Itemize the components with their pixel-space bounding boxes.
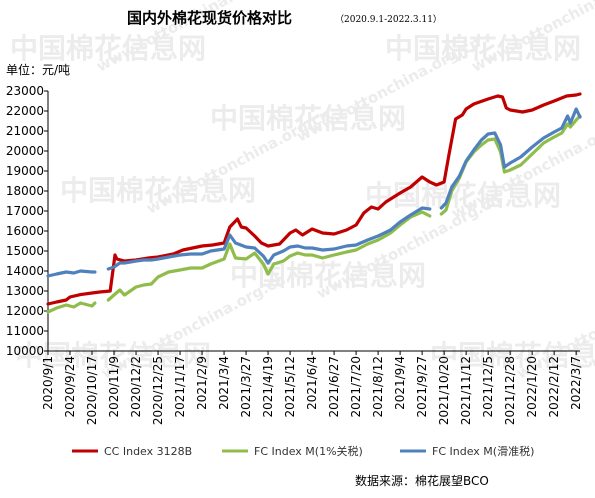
series-layer [46, 92, 582, 314]
watermark-brand: 中国棉花信息网 [210, 102, 406, 135]
x-tick-label: 2020/11/9 [107, 356, 121, 418]
x-tick-label: 2021/1/17 [173, 356, 187, 418]
legend-label: CC Index 3128B [104, 445, 192, 458]
y-tick-label: 19000 [6, 164, 44, 178]
x-tick-label: 2021/10/20 [437, 356, 451, 425]
legend-label: FC Index M(滑准税) [432, 444, 534, 458]
x-tick-label: 2021/11/12 [459, 356, 473, 425]
y-tick-label: 10000 [6, 344, 44, 358]
y-tick-label: 22000 [6, 104, 44, 118]
legend-label: FC Index M(1%关税) [254, 444, 363, 458]
series-line-3 [46, 107, 582, 278]
x-tick-label: 2022/2/12 [547, 356, 561, 418]
x-tick-label: 2021/12/28 [503, 356, 517, 425]
y-tick-label: 17000 [6, 204, 44, 218]
y-tick-label: 11000 [6, 324, 44, 338]
y-tick-label: 21000 [6, 124, 44, 138]
x-tick-label: 2022/3/7 [569, 356, 583, 410]
x-tick-label: 2020/10/17 [85, 356, 99, 425]
x-tick-label: 2020/12/25 [151, 356, 165, 425]
watermark-brand: 中国棉花信息网 [385, 32, 581, 65]
x-tick-label: 2021/2/9 [195, 356, 209, 410]
x-tick-label: 2021/6/27 [327, 356, 341, 418]
x-tick-label: 2021/12/5 [481, 356, 495, 418]
data-source-note: 数据来源：棉花展望BCO [355, 473, 489, 488]
x-tick-label: 2022/1/20 [525, 356, 539, 418]
y-tick-label: 14000 [6, 264, 44, 278]
y-tick-label: 18000 [6, 184, 44, 198]
y-tick-label: 15000 [6, 244, 44, 258]
x-tick-label: 2021/5/12 [283, 356, 297, 418]
x-tick-label: 2020/9/1 [41, 356, 55, 410]
x-tick-label: 2021/8/12 [371, 356, 385, 418]
x-tick-label: 2021/6/4 [305, 356, 319, 410]
x-tick-label: 2021/9/27 [415, 356, 429, 418]
watermark-brand: 中国棉花信息网 [10, 32, 206, 65]
legend: CC Index 3128B FC Index M(1%关税) FC Index M… [72, 444, 534, 458]
watermark-brand: 中国棉花信息网 [60, 174, 256, 207]
y-tick-label: 13000 [6, 284, 44, 298]
y-tick-label: 23000 [6, 84, 44, 98]
x-tick-label: 2021/4/19 [261, 356, 275, 418]
y-axis: 10000 11000 12000 13000 14000 15000 16000 17000… [6, 84, 49, 358]
y-tick-label: 16000 [6, 224, 44, 238]
watermark-brand: 中国棉花信息网 [430, 339, 595, 372]
y-tick-label: 20000 [6, 144, 44, 158]
x-tick-label: 2021/9/4 [393, 356, 407, 410]
x-tick-label: 2021/3/27 [239, 356, 253, 418]
x-tick-label: 2020/9/24 [63, 356, 77, 418]
y-axis-unit-label: 单位：元/吨 [6, 62, 70, 77]
y-tick-label: 12000 [6, 304, 44, 318]
x-tick-label: 2021/7/20 [349, 356, 363, 418]
x-tick-label: 2021/3/4 [217, 356, 231, 410]
series-line-1 [46, 92, 582, 306]
x-axis: 2020/9/1 2020/9/24 2020/10/17 2020/11/9 2020… [41, 350, 583, 425]
x-tick-label: 2020/12/2 [129, 356, 143, 418]
chart-title: 国内外棉花现货价格对比 [127, 9, 292, 27]
chart-subtitle: （2020.9.1-2022.3.11） [335, 14, 442, 25]
